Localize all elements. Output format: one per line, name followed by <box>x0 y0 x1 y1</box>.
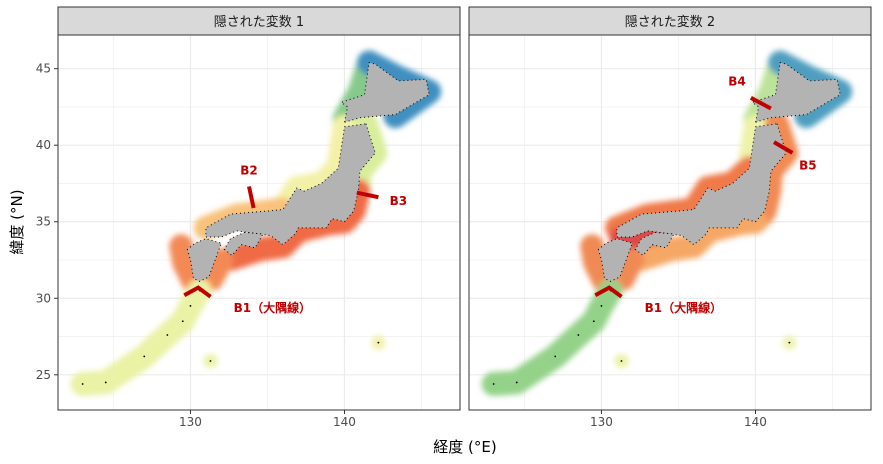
facet-strip-label: 隠された変数 1 <box>214 14 304 30</box>
halo-segment <box>631 209 768 271</box>
boundary-line <box>183 285 212 299</box>
land-honshu <box>616 123 787 246</box>
y-axis-label: 緯度 (°N) <box>8 189 26 254</box>
y-tick-label: 35 <box>36 215 51 229</box>
x-tick-label: 130 <box>590 415 613 429</box>
island-dot <box>143 355 146 358</box>
facet-strip <box>57 6 461 36</box>
island-dot <box>104 381 107 384</box>
island-dot <box>81 383 84 385</box>
island-dot <box>166 334 169 336</box>
facet-panel-1: B1（大隅線） B2 B3 隠された変数 1 130 140 25 30 35 40 45 <box>36 6 461 429</box>
boundary-line <box>356 190 379 200</box>
island-dot <box>620 360 623 362</box>
island-dot <box>181 320 184 323</box>
y-tick-label: 45 <box>36 62 51 76</box>
facet-panel-2: B1（大隅線） B4 B5 隠された変数 2 130 140 <box>468 6 872 429</box>
island-dot <box>189 305 192 307</box>
island-dot <box>515 381 518 384</box>
island-dot <box>600 305 603 307</box>
island-dot <box>209 360 212 362</box>
island-dot <box>577 334 580 336</box>
land-honshu <box>205 123 376 246</box>
boundary-line <box>749 96 772 111</box>
land-kyushu <box>597 238 633 282</box>
y-tick-label: 30 <box>36 291 51 305</box>
x-tick-label: 140 <box>744 415 767 429</box>
boundary-label: B1（大隅線） <box>234 300 312 315</box>
boundary-label: B2 <box>240 163 258 177</box>
x-tick-label: 140 <box>333 415 356 429</box>
boundary-label: B5 <box>799 159 817 173</box>
island-dot <box>788 341 791 344</box>
land-shikoku <box>223 231 264 257</box>
facet-strip-label: 隠された変数 2 <box>625 14 715 30</box>
island-dot <box>377 341 380 344</box>
land-hokkaido <box>340 61 430 123</box>
boundary-line <box>247 186 256 209</box>
island-dot <box>492 383 495 385</box>
x-axis-label: 経度 (°E) <box>433 438 496 456</box>
island-dot <box>592 320 595 323</box>
land-kyushu <box>186 238 222 282</box>
boundary-label: B4 <box>728 75 746 89</box>
boundary-line <box>594 285 623 299</box>
y-tick-label: 25 <box>36 368 51 382</box>
land-hokkaido <box>751 61 841 123</box>
facet-strip <box>468 6 872 36</box>
boundary-label: B3 <box>390 194 408 208</box>
boundary-line <box>772 140 794 155</box>
y-tick-label: 40 <box>36 138 51 152</box>
boundary-label: B1（大隅線） <box>645 300 723 315</box>
x-tick-label: 130 <box>179 415 202 429</box>
island-dot <box>554 355 557 358</box>
land-shikoku <box>634 231 675 257</box>
